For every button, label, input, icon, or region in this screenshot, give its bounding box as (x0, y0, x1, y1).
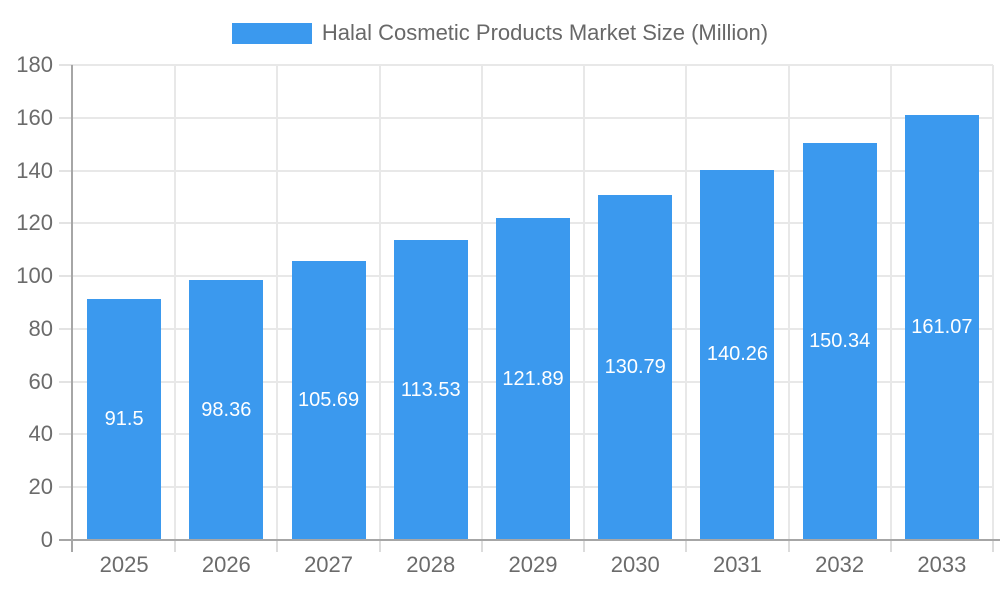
x-axis-category-label: 2025 (99, 552, 149, 577)
x-axis-tick (685, 540, 688, 552)
gridline-vertical (583, 65, 586, 540)
y-axis-tick (59, 380, 73, 383)
y-axis-tick-label: 0 (40, 527, 53, 552)
y-axis-tick-label: 120 (16, 210, 53, 236)
gridline-vertical (378, 65, 381, 540)
legend-label: Halal Cosmetic Products Market Size (Mil… (321, 20, 769, 45)
gridline-horizontal (73, 116, 993, 119)
bar-2031[interactable]: 140.26 (700, 169, 775, 540)
y-axis-tick (59, 169, 73, 172)
y-axis-tick (59, 486, 73, 489)
bar-2028[interactable]: 113.53 (393, 240, 468, 540)
x-axis-tick (378, 540, 381, 552)
gridline-vertical (992, 65, 994, 540)
x-axis-category-label: 2031 (712, 552, 762, 577)
y-axis-tick-label: 60 (28, 368, 53, 394)
bar-2025[interactable]: 91.5 (87, 298, 162, 540)
x-axis-tick (583, 540, 586, 552)
gridline-horizontal (73, 169, 993, 172)
x-axis-category-label: 2028 (406, 552, 456, 577)
bar-2032[interactable]: 150.34 (802, 143, 877, 540)
bar-value-label: 161.07 (911, 315, 973, 338)
bar-value-label: 105.69 (297, 389, 360, 412)
bar-value-label: 91.5 (104, 407, 144, 430)
y-axis-tick-label: 180 (16, 52, 53, 77)
bar-value-label: 113.53 (400, 378, 461, 401)
plot-area: 0 20 40 60 80 100 120 140 160 180 91.5 2025 98.36 202… (16, 52, 1000, 577)
x-axis-category-label: 2026 (201, 552, 251, 577)
y-axis-tick (59, 433, 73, 436)
y-axis-tick (59, 116, 73, 119)
y-axis-tick-label: 80 (28, 315, 53, 341)
legend-color-swatch (231, 22, 312, 44)
y-axis-tick (59, 539, 73, 541)
x-axis-tick (992, 540, 994, 552)
gridline-vertical (685, 65, 688, 540)
gridline-horizontal (73, 64, 993, 66)
y-axis-tick-label: 40 (28, 421, 53, 447)
x-axis-category-label: 2029 (508, 552, 558, 577)
legend: Halal Cosmetic Products Market Size (Mil… (0, 21, 1000, 45)
bar-value-label: 140.26 (706, 343, 769, 366)
x-axis-tick (480, 540, 483, 552)
x-axis-category-label: 2030 (610, 552, 660, 577)
x-axis-tick (276, 540, 279, 552)
bar-value-label: 150.34 (809, 330, 871, 353)
legend-item[interactable]: Halal Cosmetic Products Market Size (Mil… (231, 20, 769, 45)
y-axis-tick (59, 222, 73, 225)
x-axis-tick (787, 540, 790, 552)
x-axis-tick (174, 540, 177, 552)
y-axis-tick (59, 327, 73, 330)
gridline-vertical (174, 65, 177, 540)
y-axis-tick (59, 275, 73, 278)
bar-2026[interactable]: 98.36 (189, 280, 264, 540)
y-axis-tick-label: 140 (16, 157, 53, 183)
gridline-vertical (787, 65, 790, 540)
gridline-vertical (480, 65, 483, 540)
y-axis-tick-label: 100 (16, 263, 53, 289)
x-axis-line (59, 539, 1000, 541)
x-axis-category-label: 2027 (304, 552, 354, 577)
bar-value-label: 130.79 (604, 355, 666, 378)
y-axis-line (71, 65, 73, 552)
bar-value-label: 121.89 (502, 367, 564, 390)
y-axis-tick-label: 160 (16, 104, 53, 130)
bar-value-label: 98.36 (201, 398, 252, 421)
gridline-vertical (276, 65, 279, 540)
gridline-vertical (889, 65, 892, 540)
x-axis-category-label: 2032 (815, 552, 865, 577)
x-axis-category-label: 2033 (917, 552, 967, 577)
x-axis-tick (889, 540, 892, 552)
bar-2027[interactable]: 105.69 (291, 261, 366, 540)
bar-2029[interactable]: 121.89 (496, 218, 570, 540)
y-axis-tick (59, 64, 73, 66)
y-axis-tick-label: 20 (28, 474, 53, 500)
bar-2033[interactable]: 161.07 (904, 114, 979, 540)
bar-2030[interactable]: 130.79 (598, 194, 673, 540)
